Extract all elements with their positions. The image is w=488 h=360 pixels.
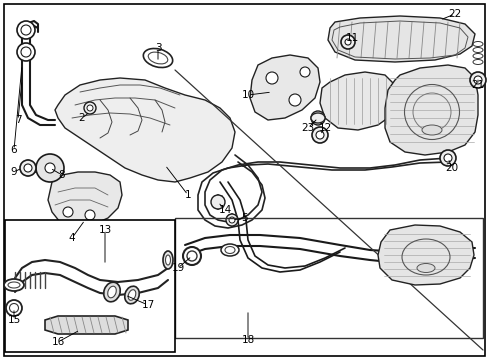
Ellipse shape xyxy=(163,251,173,269)
Text: 10: 10 xyxy=(241,90,254,100)
Circle shape xyxy=(340,35,354,49)
Ellipse shape xyxy=(421,125,441,135)
Text: 19: 19 xyxy=(171,263,184,273)
Text: 11: 11 xyxy=(345,33,358,43)
Text: 3: 3 xyxy=(154,43,161,53)
Polygon shape xyxy=(48,172,122,226)
Text: 13: 13 xyxy=(98,225,111,235)
Circle shape xyxy=(439,150,455,166)
Text: 5: 5 xyxy=(241,213,248,223)
Circle shape xyxy=(17,43,35,61)
Polygon shape xyxy=(327,16,474,62)
Text: 6: 6 xyxy=(11,145,17,155)
Circle shape xyxy=(345,39,350,45)
Ellipse shape xyxy=(221,244,239,256)
Text: 9: 9 xyxy=(11,167,17,177)
Ellipse shape xyxy=(8,282,20,288)
Ellipse shape xyxy=(128,290,136,300)
Circle shape xyxy=(228,217,235,223)
Ellipse shape xyxy=(165,255,170,265)
Circle shape xyxy=(315,131,324,139)
Polygon shape xyxy=(377,225,473,285)
Ellipse shape xyxy=(103,282,120,302)
Text: 18: 18 xyxy=(241,335,254,345)
Circle shape xyxy=(225,214,238,226)
Text: 20: 20 xyxy=(445,163,458,173)
Text: 14: 14 xyxy=(218,205,231,215)
Bar xyxy=(175,218,482,338)
Circle shape xyxy=(21,25,31,35)
Polygon shape xyxy=(384,65,477,155)
Circle shape xyxy=(85,210,95,220)
Text: 12: 12 xyxy=(318,123,331,133)
Circle shape xyxy=(36,154,64,182)
Text: 8: 8 xyxy=(59,170,65,180)
Circle shape xyxy=(299,67,309,77)
Ellipse shape xyxy=(6,300,22,316)
Polygon shape xyxy=(249,55,319,120)
Circle shape xyxy=(17,21,35,39)
Text: 1: 1 xyxy=(184,190,191,200)
Circle shape xyxy=(63,207,73,217)
Ellipse shape xyxy=(148,52,167,64)
Circle shape xyxy=(311,127,327,143)
Text: 22: 22 xyxy=(447,9,461,19)
Bar xyxy=(5,220,175,352)
Circle shape xyxy=(310,111,325,125)
Circle shape xyxy=(87,105,93,111)
Circle shape xyxy=(443,154,451,162)
Ellipse shape xyxy=(143,49,172,68)
Text: 2: 2 xyxy=(79,113,85,123)
Ellipse shape xyxy=(124,286,139,304)
Text: 7: 7 xyxy=(15,115,21,125)
Circle shape xyxy=(265,72,278,84)
Polygon shape xyxy=(55,78,235,182)
Polygon shape xyxy=(45,316,128,334)
Circle shape xyxy=(45,163,55,173)
Polygon shape xyxy=(319,72,397,130)
Ellipse shape xyxy=(9,303,19,312)
Circle shape xyxy=(210,195,224,209)
Text: 16: 16 xyxy=(51,337,64,347)
Circle shape xyxy=(469,72,485,88)
Ellipse shape xyxy=(186,251,197,261)
Circle shape xyxy=(24,164,32,172)
Circle shape xyxy=(473,76,481,84)
Circle shape xyxy=(20,160,36,176)
Ellipse shape xyxy=(4,279,24,291)
Circle shape xyxy=(288,94,301,106)
Ellipse shape xyxy=(183,247,201,265)
Ellipse shape xyxy=(310,113,325,123)
Circle shape xyxy=(21,47,31,57)
Text: 17: 17 xyxy=(141,300,154,310)
Ellipse shape xyxy=(107,286,116,298)
Text: 4: 4 xyxy=(68,233,75,243)
Circle shape xyxy=(84,102,96,114)
Ellipse shape xyxy=(224,247,235,253)
Text: 23: 23 xyxy=(301,123,314,133)
Ellipse shape xyxy=(416,264,434,273)
Text: 15: 15 xyxy=(7,315,20,325)
Text: 21: 21 xyxy=(470,80,484,90)
